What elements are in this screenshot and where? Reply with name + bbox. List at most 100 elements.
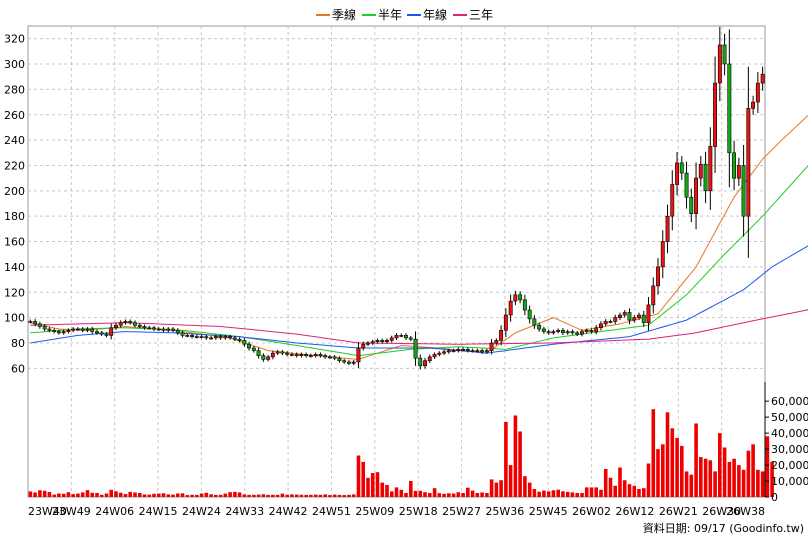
- volume-bar: [33, 492, 37, 497]
- volume-bar: [570, 492, 575, 497]
- volume-bar: [166, 494, 171, 497]
- volume-bar: [380, 482, 385, 497]
- candle-body: [261, 355, 266, 360]
- candle-body: [223, 336, 228, 339]
- chart-axes: 60 80 100 120 140 160 180 200 220 240 260 280 300 320…: [4, 33, 808, 518]
- candle-body: [237, 338, 242, 341]
- volume-bar: [256, 494, 261, 497]
- time-tick-label: 23W49: [52, 505, 91, 518]
- volume-bar: [409, 481, 413, 497]
- candle-body: [556, 329, 561, 332]
- candle-body: [256, 350, 261, 357]
- candle-body: [484, 350, 489, 353]
- candle-body: [475, 350, 480, 352]
- candle-body: [133, 322, 137, 326]
- candle-body: [651, 285, 656, 306]
- volume-bar: [661, 444, 665, 497]
- volume-bar: [176, 493, 180, 497]
- price-tick-label: 120: [4, 286, 25, 299]
- time-tick-label: 25W27: [442, 505, 481, 518]
- volume-bar: [485, 493, 489, 497]
- candle-body: [337, 357, 342, 362]
- volume-bar: [90, 492, 94, 497]
- volume-bar: [656, 449, 660, 497]
- candle-body: [656, 266, 661, 287]
- volume-bar: [670, 428, 675, 497]
- volume-bar: [185, 495, 190, 497]
- candle-body: [33, 321, 38, 325]
- volume-bar: [584, 487, 589, 497]
- candle-body: [732, 152, 737, 179]
- candle-body: [670, 184, 675, 217]
- volume-bar: [204, 492, 209, 497]
- volume-bar: [456, 492, 461, 497]
- volume-bar: [71, 494, 75, 497]
- candle-body: [617, 314, 622, 318]
- time-tick-label: 25W36: [485, 505, 524, 518]
- candle-body: [641, 314, 646, 324]
- volume-bar: [546, 491, 551, 497]
- volume-bar: [142, 494, 147, 497]
- candle-body: [589, 329, 594, 332]
- candle-body: [228, 336, 232, 339]
- candle-body: [518, 294, 523, 301]
- candle-body: [575, 332, 580, 335]
- volume-bar: [432, 488, 437, 497]
- volume-bar: [475, 493, 480, 497]
- time-tick-label: 24W51: [312, 505, 351, 518]
- volume-bar: [332, 494, 337, 497]
- candle-body: [247, 343, 251, 349]
- source-note: 資料日期: 09/17 (Goodinfo.tw): [643, 521, 804, 535]
- candle-body: [608, 321, 613, 323]
- volume-bar: [518, 431, 522, 497]
- volume-bar: [603, 469, 608, 497]
- candle-body: [722, 44, 727, 65]
- volume-bar: [342, 495, 346, 497]
- candle-body: [579, 331, 584, 335]
- volume-bar: [328, 495, 332, 497]
- candle-body: [546, 331, 551, 334]
- candle-body: [565, 331, 570, 334]
- ma-line-1: [30, 165, 808, 357]
- volume-tick-label: 20,000: [771, 459, 808, 472]
- candle-body: [61, 331, 66, 334]
- volume-bar: [266, 494, 270, 497]
- candle-body: [365, 342, 370, 345]
- candle-body: [684, 172, 689, 198]
- legend-label-season: 季線: [332, 7, 356, 22]
- volume-bar: [280, 493, 285, 497]
- candle-body: [751, 101, 756, 109]
- volume-bar: [85, 490, 90, 497]
- volume-bar: [218, 494, 223, 497]
- volume-bar: [375, 472, 380, 497]
- volume-bar: [489, 479, 494, 497]
- candle-body: [660, 241, 665, 268]
- volume-bar: [589, 487, 594, 497]
- volume-bar: [138, 493, 142, 497]
- candle-body: [294, 354, 299, 356]
- candle-body: [266, 356, 271, 360]
- candle-body: [446, 350, 451, 353]
- candle-body: [185, 335, 190, 337]
- volume-bar: [413, 490, 418, 497]
- volume-tick-label: 40,000: [771, 427, 808, 440]
- volume-bar: [523, 476, 527, 497]
- volume-bar: [684, 471, 689, 497]
- candle-body: [137, 324, 142, 327]
- volume-bar: [318, 494, 323, 497]
- legend-label-threeyear: 三年: [469, 8, 493, 22]
- volume-bar: [351, 494, 356, 497]
- volume-bar: [527, 482, 532, 497]
- candle-body: [432, 354, 437, 358]
- candle-body: [522, 299, 527, 311]
- volume-bar: [309, 494, 313, 497]
- volume-bar: [42, 490, 47, 497]
- volume-bar: [727, 461, 732, 497]
- volume-bar: [760, 471, 765, 497]
- volume-bar: [770, 461, 774, 497]
- moving-average-lines: [30, 114, 808, 360]
- candle-body: [285, 352, 290, 355]
- volume-bar: [261, 494, 266, 497]
- candle-body: [275, 351, 280, 354]
